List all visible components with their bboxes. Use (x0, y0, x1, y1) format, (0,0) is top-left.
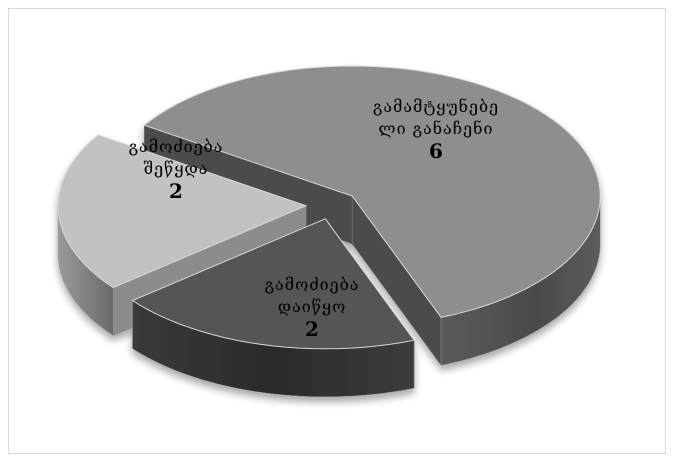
chart-border (8, 8, 666, 454)
slice-top (143, 65, 601, 318)
data-label-name: შეწყდა (144, 159, 209, 178)
slice-top (57, 134, 308, 289)
data-label-name: გამამტყუნებე (373, 97, 499, 116)
data-label-value: 6 (429, 139, 443, 163)
data-label-value: 2 (305, 317, 319, 341)
data-label-name: გამოძიება (265, 275, 360, 294)
pie-slice-2 (131, 218, 415, 398)
pie-labels: გამოძიებაშეწყდა2გამოძიებადაიწყო2გამამტყუ… (129, 97, 499, 341)
data-label-name: ლი განაჩენი (379, 119, 494, 138)
data-label-value: 2 (169, 179, 183, 203)
slice-top (131, 218, 415, 350)
data-label-name: დაიწყო (278, 297, 347, 316)
pie-slices (57, 65, 601, 398)
data-label-name: გამოძიება (129, 137, 224, 156)
